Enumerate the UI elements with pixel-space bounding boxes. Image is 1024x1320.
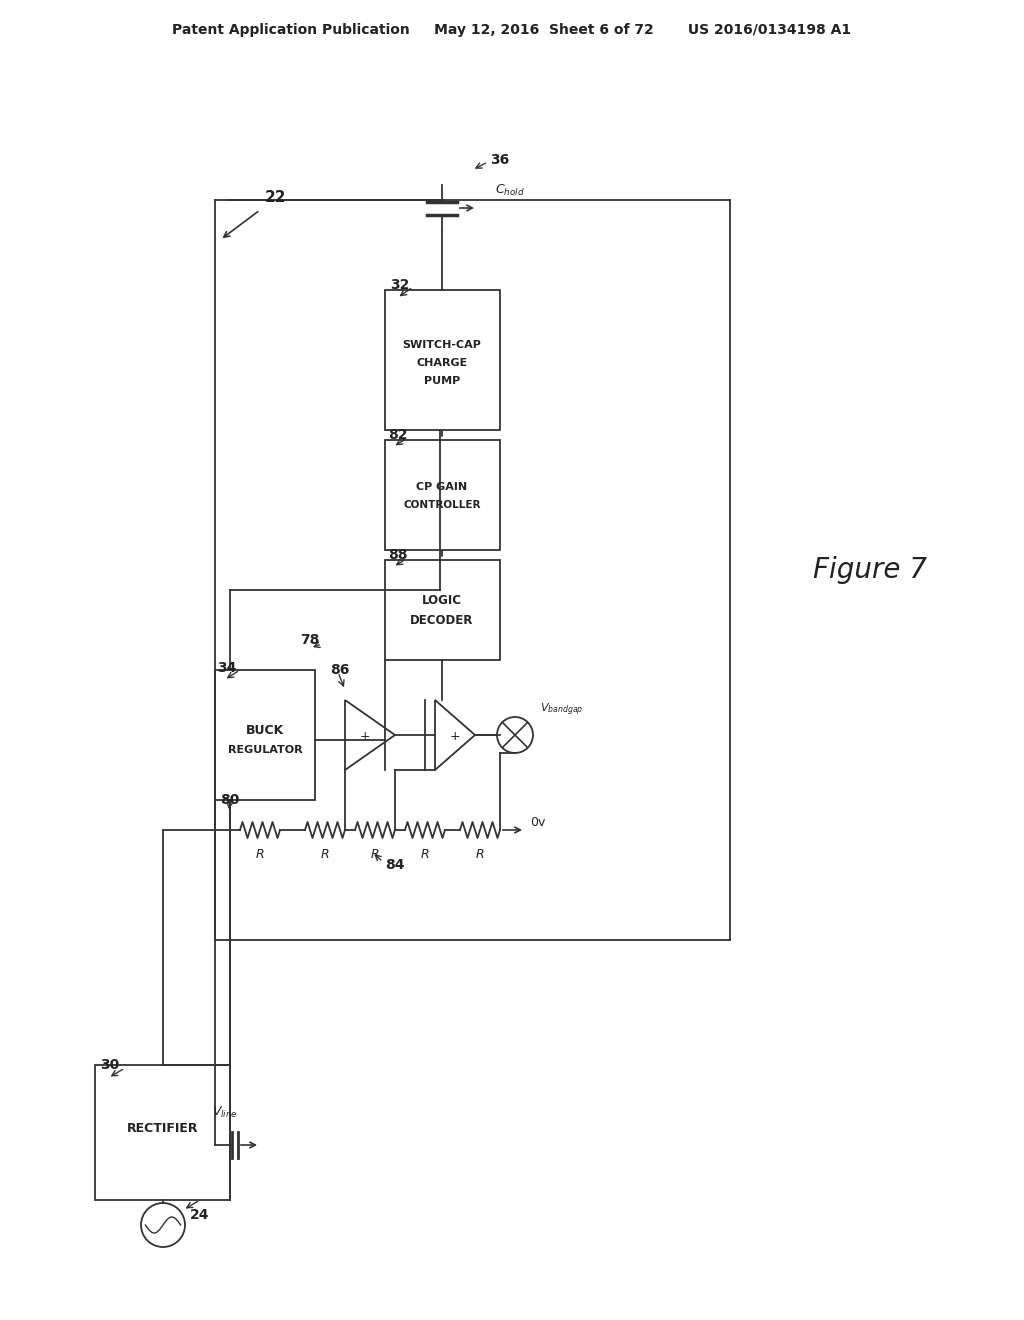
Bar xyxy=(385,440,500,550)
Text: 78: 78 xyxy=(300,634,319,647)
Text: $V_{line}$: $V_{line}$ xyxy=(212,1105,238,1119)
Text: 80: 80 xyxy=(220,793,240,807)
Text: R: R xyxy=(256,847,264,861)
Bar xyxy=(385,560,500,660)
Text: R: R xyxy=(421,847,429,861)
Text: $V_{bandgap}$: $V_{bandgap}$ xyxy=(540,702,584,718)
Text: +: + xyxy=(359,730,371,742)
Text: 36: 36 xyxy=(490,153,509,168)
Text: R: R xyxy=(371,847,379,861)
Bar xyxy=(385,290,500,430)
Text: 0v: 0v xyxy=(530,816,546,829)
Text: 88: 88 xyxy=(388,548,408,562)
Text: Patent Application Publication     May 12, 2016  Sheet 6 of 72       US 2016/013: Patent Application Publication May 12, 2… xyxy=(172,22,852,37)
Text: LOGIC: LOGIC xyxy=(422,594,462,606)
Text: SWITCH-CAP: SWITCH-CAP xyxy=(402,341,481,350)
Text: CP GAIN: CP GAIN xyxy=(417,482,468,492)
Text: 30: 30 xyxy=(100,1059,119,1072)
Text: R: R xyxy=(476,847,484,861)
Text: CONTROLLER: CONTROLLER xyxy=(403,500,480,510)
Text: 24: 24 xyxy=(190,1208,210,1222)
Text: CHARGE: CHARGE xyxy=(417,358,468,368)
Text: PUMP: PUMP xyxy=(424,376,460,385)
Text: 86: 86 xyxy=(330,663,349,677)
Text: BUCK: BUCK xyxy=(246,723,284,737)
Text: 84: 84 xyxy=(385,858,404,873)
Text: R: R xyxy=(321,847,330,861)
Text: REGULATOR: REGULATOR xyxy=(227,744,302,755)
Text: DECODER: DECODER xyxy=(411,614,474,627)
Text: 82: 82 xyxy=(388,428,408,442)
Bar xyxy=(215,671,315,800)
Text: 34: 34 xyxy=(217,661,237,675)
Bar xyxy=(95,1065,230,1200)
Text: +: + xyxy=(450,730,461,742)
Text: 22: 22 xyxy=(265,190,287,205)
Text: $C_{hold}$: $C_{hold}$ xyxy=(495,182,524,198)
Text: Figure 7: Figure 7 xyxy=(813,556,927,583)
Text: 32: 32 xyxy=(390,279,410,292)
Text: RECTIFIER: RECTIFIER xyxy=(127,1122,199,1134)
